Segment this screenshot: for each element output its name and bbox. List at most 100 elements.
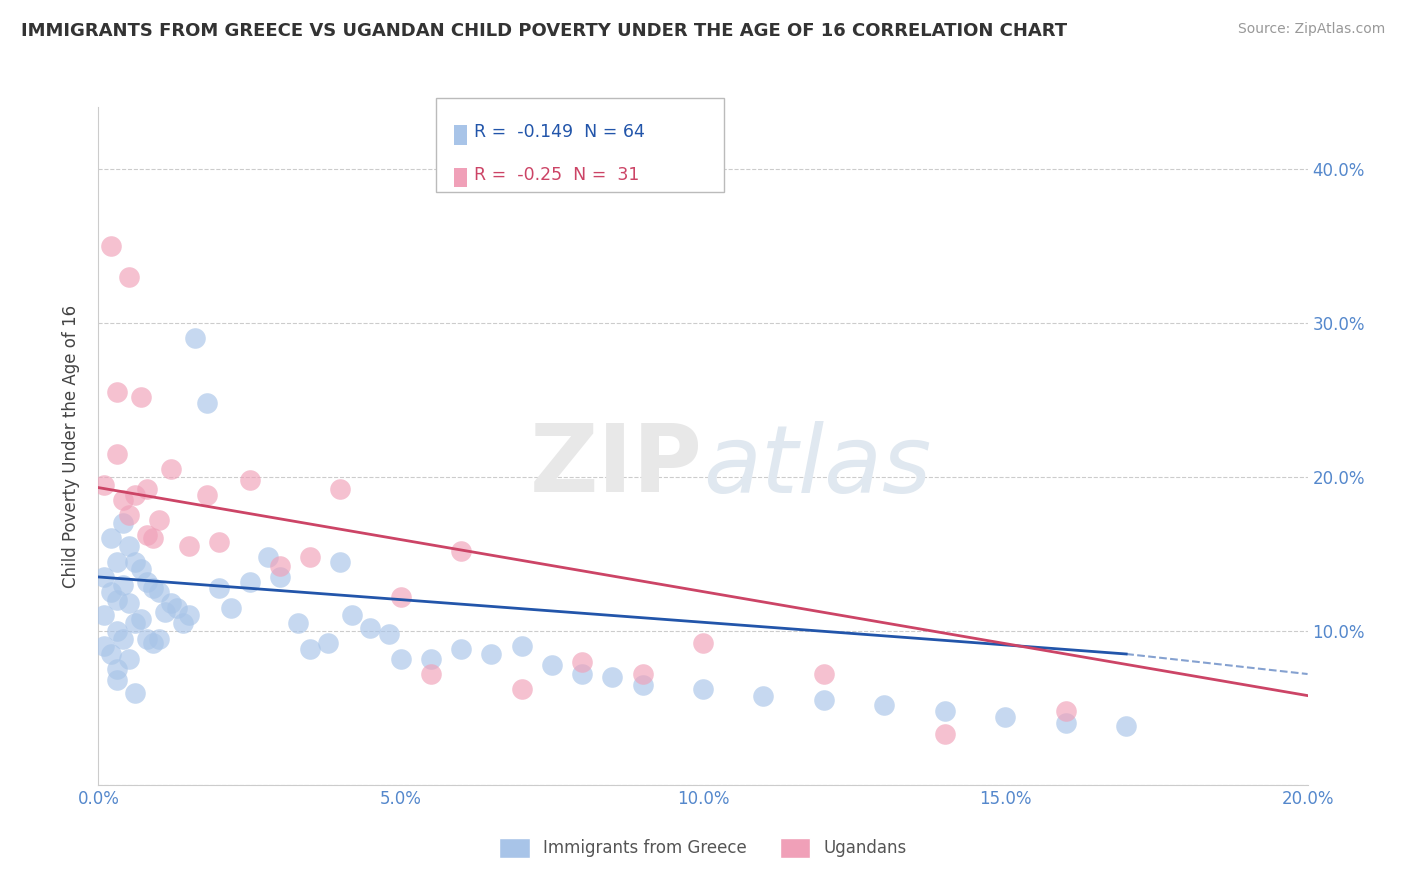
- Point: [160, 596, 183, 610]
- Point: [208, 534, 231, 549]
- Point: [129, 611, 152, 625]
- Point: [135, 482, 157, 496]
- Point: [153, 606, 176, 620]
- Point: [105, 555, 128, 569]
- Point: [124, 488, 146, 502]
- Point: [184, 331, 207, 345]
- Point: [934, 727, 956, 741]
- Point: [93, 570, 115, 584]
- Point: [1115, 719, 1137, 733]
- Legend: Immigrants from Greece, Ugandans: Immigrants from Greece, Ugandans: [494, 831, 912, 864]
- Point: [179, 539, 201, 553]
- Point: [124, 555, 146, 569]
- Point: [142, 532, 165, 546]
- Point: [571, 667, 593, 681]
- Point: [287, 616, 309, 631]
- Point: [510, 682, 533, 697]
- Point: [93, 608, 115, 623]
- Point: [100, 238, 122, 252]
- Point: [93, 477, 115, 491]
- Point: [105, 593, 128, 607]
- Point: [148, 632, 170, 646]
- Point: [148, 513, 170, 527]
- Point: [100, 585, 122, 599]
- Point: [631, 678, 654, 692]
- Point: [105, 385, 128, 400]
- Point: [166, 600, 188, 615]
- Point: [1054, 716, 1077, 731]
- Point: [179, 608, 201, 623]
- Point: [813, 667, 835, 681]
- Point: [420, 667, 443, 681]
- Point: [389, 651, 412, 665]
- Text: atlas: atlas: [703, 421, 931, 512]
- Point: [873, 698, 896, 712]
- Text: ZIP: ZIP: [530, 420, 703, 512]
- Point: [100, 532, 122, 546]
- Point: [160, 462, 183, 476]
- Point: [540, 657, 562, 672]
- Point: [93, 640, 115, 654]
- Point: [239, 574, 262, 589]
- Point: [118, 539, 141, 553]
- Point: [299, 549, 322, 564]
- Point: [510, 640, 533, 654]
- Point: [450, 543, 472, 558]
- Point: [111, 492, 134, 507]
- Point: [221, 600, 243, 615]
- Point: [256, 549, 278, 564]
- Point: [450, 642, 472, 657]
- Text: IMMIGRANTS FROM GREECE VS UGANDAN CHILD POVERTY UNDER THE AGE OF 16 CORRELATION : IMMIGRANTS FROM GREECE VS UGANDAN CHILD …: [21, 22, 1067, 40]
- Point: [269, 570, 291, 584]
- Point: [934, 704, 956, 718]
- Point: [316, 636, 339, 650]
- Point: [142, 581, 165, 595]
- Point: [129, 562, 152, 576]
- Point: [105, 447, 128, 461]
- Point: [105, 624, 128, 638]
- Point: [135, 574, 157, 589]
- Point: [195, 396, 218, 410]
- Point: [124, 616, 146, 631]
- Point: [172, 616, 194, 631]
- Point: [208, 581, 231, 595]
- Y-axis label: Child Poverty Under the Age of 16: Child Poverty Under the Age of 16: [62, 304, 80, 588]
- Point: [571, 655, 593, 669]
- Point: [135, 528, 157, 542]
- Point: [118, 508, 141, 523]
- Point: [118, 596, 141, 610]
- Point: [118, 651, 141, 665]
- Point: [1054, 704, 1077, 718]
- Point: [195, 488, 218, 502]
- Point: [692, 636, 714, 650]
- Text: R =  -0.25  N =  31: R = -0.25 N = 31: [474, 166, 640, 184]
- Point: [329, 482, 352, 496]
- Point: [813, 693, 835, 707]
- Point: [377, 627, 399, 641]
- Point: [269, 559, 291, 574]
- Point: [631, 667, 654, 681]
- Point: [602, 670, 624, 684]
- Point: [481, 647, 503, 661]
- Point: [360, 621, 382, 635]
- Point: [100, 647, 122, 661]
- Point: [111, 516, 134, 530]
- Point: [129, 390, 152, 404]
- Point: [105, 662, 128, 676]
- Point: [111, 632, 134, 646]
- Point: [239, 473, 262, 487]
- Point: [994, 710, 1017, 724]
- Point: [389, 590, 412, 604]
- Point: [752, 689, 775, 703]
- Text: Source: ZipAtlas.com: Source: ZipAtlas.com: [1237, 22, 1385, 37]
- Point: [342, 608, 364, 623]
- Point: [142, 636, 165, 650]
- Point: [148, 585, 170, 599]
- Point: [118, 269, 141, 284]
- Point: [124, 685, 146, 699]
- Point: [111, 577, 134, 591]
- Point: [105, 673, 128, 688]
- Point: [692, 682, 714, 697]
- Point: [420, 651, 443, 665]
- Text: R =  -0.149  N = 64: R = -0.149 N = 64: [474, 123, 645, 141]
